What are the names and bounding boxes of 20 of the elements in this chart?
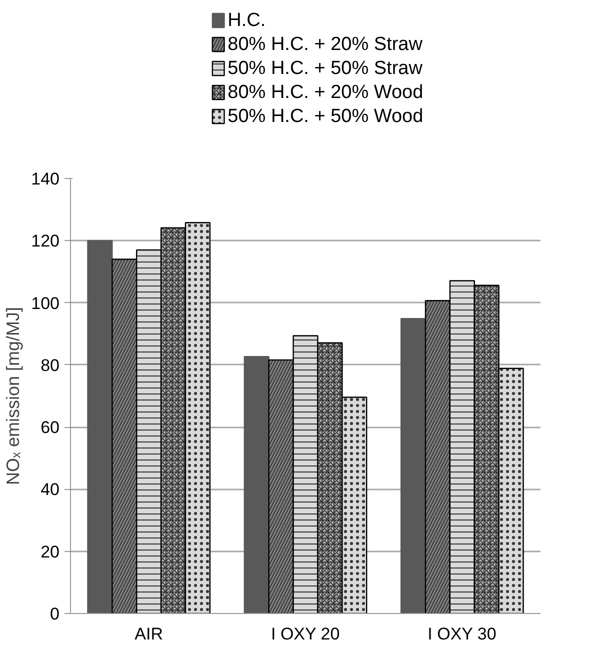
y-tick-label: 100: [31, 294, 60, 313]
bar: [87, 240, 113, 614]
y-tick-label: 20: [40, 542, 60, 562]
x-tick-label: I OXY 30: [428, 624, 496, 644]
legend-label: 80% H.C. + 20% Straw: [228, 34, 423, 55]
bar: [400, 318, 426, 614]
x-tick-label: I OXY 20: [271, 624, 340, 644]
y-tick-label: 40: [40, 480, 60, 500]
y-axis-title: NOₓ emission [mg/MJ]: [3, 307, 24, 485]
y-tick-label: 120: [31, 232, 60, 251]
legend-label: 50% H.C. + 50% Straw: [228, 58, 423, 79]
bar: [244, 356, 270, 614]
y-tick-label: 140: [31, 170, 60, 188]
legend-label: H.C.: [228, 10, 266, 31]
legend-label: 80% H.C. + 20% Wood: [228, 82, 424, 103]
y-tick-label: 80: [40, 356, 60, 375]
x-tick-label: AIR: [134, 624, 164, 644]
y-tick-label: 60: [40, 418, 60, 438]
y-tick-label: 0: [50, 604, 60, 624]
legend-label: 50% H.C. + 50% Wood: [228, 106, 424, 127]
